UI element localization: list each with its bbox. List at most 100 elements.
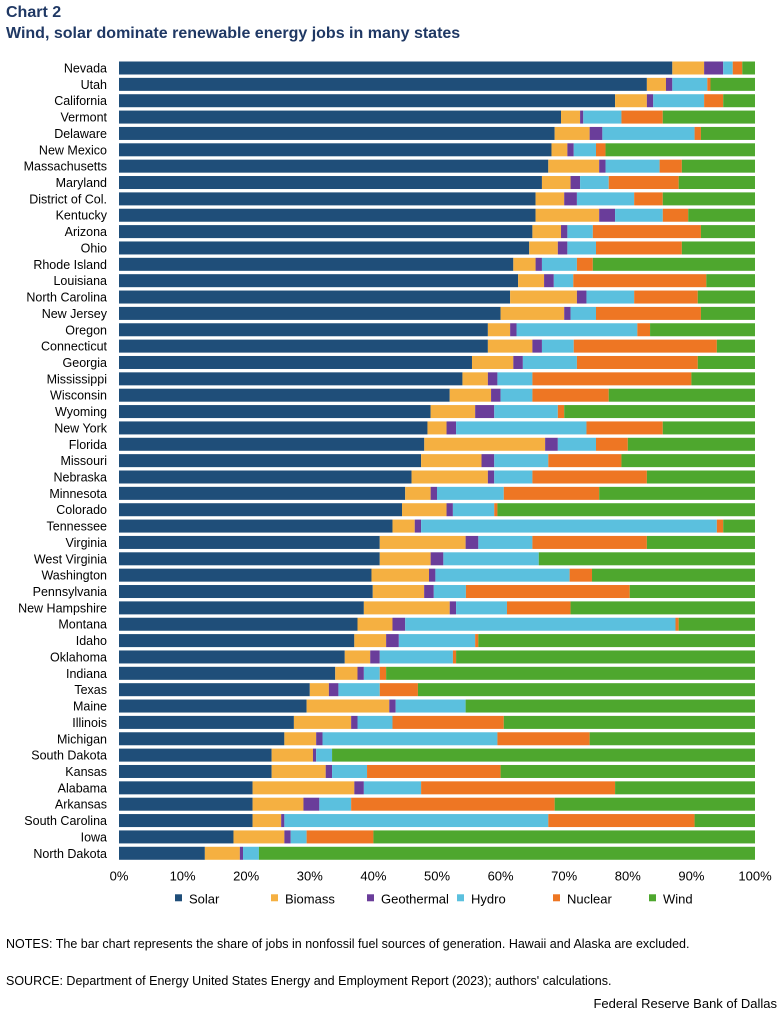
bar-segment-solar [119,797,253,811]
category-label: Kentucky [56,209,108,223]
x-tick-label: 70% [551,868,577,883]
bar-segment-hydro [500,388,533,402]
bar-segment-wind [697,290,755,304]
bar-segment-biomass [510,290,577,304]
bar-segment-hydro [284,814,549,828]
bar-segment-solar [119,781,253,795]
bar-segment-hydro [570,306,596,320]
bar-segment-nuclear [592,225,701,239]
bar-segment-nuclear [506,601,571,615]
legend-label-hydro: Hydro [471,891,506,906]
x-tick-label: 80% [615,868,641,883]
bar-segment-solar [119,519,393,533]
bar-segment-solar [119,585,373,599]
bar-segment-wind [621,454,755,468]
bar-segment-hydro [516,323,638,337]
category-label: Michigan [57,732,107,746]
bar-segment-hydro [478,535,533,549]
bar-segment-geothermal [580,110,584,124]
bar-segment-biomass [309,683,329,697]
chart-source: SOURCE: Department of Energy United Stat… [6,974,612,988]
bar-segment-solar [119,192,536,206]
bar-segment-biomass [518,274,545,288]
bars-layer [119,61,755,860]
bar-segment-hydro [338,683,380,697]
bar-segment-nuclear [421,781,616,795]
bar-segment-nuclear [621,110,663,124]
bar-segment-wind [608,388,755,402]
bar-segment-hydro [433,585,466,599]
bar-segment-solar [119,454,422,468]
category-labels: Nevada Utah California Vermont Delaware New M… [18,62,108,861]
bar-segment-wind [589,732,755,746]
bar-segment-biomass [513,257,536,271]
bar-segment-solar [119,159,549,173]
bar-segment-nuclear [452,650,457,664]
bar-segment-nuclear [608,176,679,190]
bar-segment-wind [678,617,755,631]
bar-segment-nuclear [694,126,701,140]
bar-segment-hydro [456,601,507,615]
bar-segment-biomass [615,94,647,108]
bar-segment-wind [697,355,755,369]
bar-segment-wind [615,781,755,795]
publisher-credit: Federal Reserve Bank of Dallas [593,996,777,1011]
bar-segment-hydro [405,617,676,631]
bar-segment-wind [681,241,755,255]
bar-segment-wind [564,405,755,419]
bar-segment-geothermal [589,126,603,140]
category-label: Montana [58,618,107,632]
bar-segment-wind [629,585,755,599]
bar-segment-wind [599,486,755,500]
bar-segment-solar [119,683,310,697]
bar-segment-wind [258,846,755,860]
bar-segment-hydro [580,176,609,190]
bar-segment-biomass [529,241,558,255]
bar-segment-biomass [427,421,447,435]
bar-segment-hydro [322,732,498,746]
bar-segment-nuclear [494,503,498,517]
bar-segment-hydro [522,355,577,369]
bar-segment-solar [119,61,673,75]
bar-segment-hydro [586,290,635,304]
bar-segment-nuclear [707,77,711,91]
bar-segment-geothermal [430,552,444,566]
bar-segment-biomass [551,143,568,157]
bar-segment-geothermal [351,715,358,729]
bar-segment-geothermal [561,225,568,239]
bar-segment-biomass [335,666,358,680]
bar-segment-solar [119,126,555,140]
bar-segment-geothermal [544,274,554,288]
bar-segment-solar [119,503,403,517]
bar-segment-biomass [379,552,431,566]
bar-segment-biomass [204,846,240,860]
category-label: South Dakota [31,749,107,763]
category-label: Washington [41,569,107,583]
bar-segment-hydro [421,519,717,533]
bar-segment-wind [700,306,755,320]
bar-segment-hydro [332,764,368,778]
category-label: Iowa [81,830,107,844]
bar-segment-solar [119,225,533,239]
bar-segment-nuclear [548,814,695,828]
legend: Solar Biomass Geothermal Hydro Nuclear Wind [175,891,693,906]
bar-segment-hydro [672,77,708,91]
category-label: Louisiana [53,274,107,288]
category-label: Massachusetts [24,160,107,174]
bar-segment-biomass [363,601,450,615]
bar-segment-wind [691,372,755,386]
bar-segment-nuclear [392,715,504,729]
bar-segment-hydro [583,110,622,124]
bar-segment-biomass [252,814,282,828]
chart-title: Wind, solar dominate renewable energy jo… [6,25,461,42]
bar-segment-solar [119,748,272,762]
bar-segment-wind [723,519,755,533]
legend-swatch-wind [649,894,656,902]
category-label: Ohio [81,241,107,255]
bar-segment-wind [373,830,755,844]
bar-segment-biomass [379,535,466,549]
bar-segment-geothermal [424,585,434,599]
bar-segment-hydro [615,208,663,222]
bar-segment-nuclear [716,519,724,533]
bar-segment-biomass [392,519,415,533]
